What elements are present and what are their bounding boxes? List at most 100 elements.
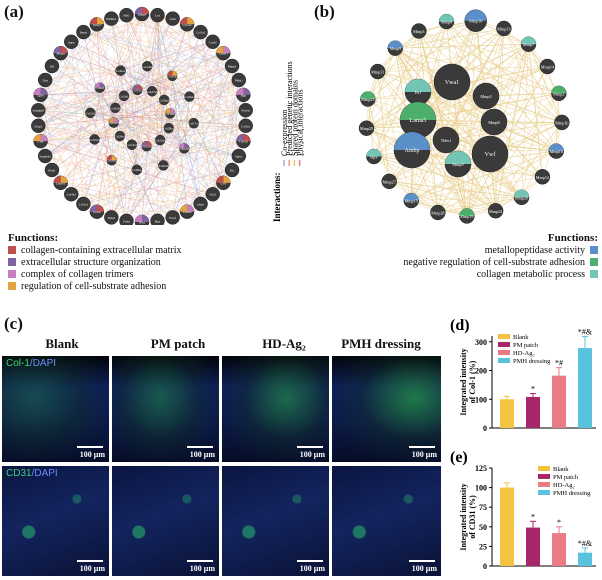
edge-a: [146, 79, 239, 147]
edge-a: [40, 14, 127, 96]
edge-a: [152, 79, 239, 92]
edge-a: [44, 79, 98, 212]
svg-text:Postn: Postn: [93, 210, 100, 214]
edge-a: [90, 112, 246, 127]
edge-a: [164, 79, 239, 101]
edge-a: [45, 79, 201, 205]
edge-a: [96, 24, 112, 218]
edge-a: [170, 65, 233, 114]
edge-a: [146, 24, 188, 147]
edge-b: [395, 28, 504, 49]
scale-bar-label: 100 μm: [411, 450, 437, 459]
edge-a: [163, 113, 171, 166]
significance-label: *#&: [578, 328, 593, 337]
edge-a: [137, 89, 190, 97]
edge-a: [38, 52, 224, 127]
edge-b: [466, 66, 548, 217]
function-swatch: [8, 258, 16, 266]
network-b-node: Mmp13: [496, 20, 512, 37]
network-a-center-node: Col23a1: [110, 102, 121, 114]
function-swatch: [8, 282, 16, 290]
edge-b: [377, 71, 487, 97]
edge-a: [119, 135, 233, 171]
edge-b: [528, 44, 563, 123]
edge-a: [45, 41, 213, 157]
edge-b: [395, 47, 543, 178]
edge-b: [367, 98, 557, 152]
network-b-node: Mmp24: [487, 203, 504, 219]
scale-bar-label: 100 μm: [299, 450, 325, 459]
edge-a: [113, 65, 233, 123]
network-a-node: Aspn: [64, 34, 79, 50]
edge-a: [163, 79, 239, 166]
edge-a: [212, 41, 240, 157]
edge-a: [40, 109, 246, 142]
edge-b: [389, 181, 496, 212]
svg-text:Serpinh1: Serpinh1: [39, 154, 51, 158]
svg-text:Mmp25: Mmp25: [360, 126, 373, 131]
network-a-center-node: Col25a1: [155, 134, 166, 146]
edge-a: [71, 24, 98, 195]
interaction-item: Shared protein domains: [290, 80, 299, 156]
edge-a: [38, 31, 201, 126]
edge-a: [40, 24, 188, 142]
edge-b: [411, 197, 522, 201]
edge-a: [151, 91, 194, 124]
edge-b: [389, 181, 468, 217]
edge-a: [83, 165, 164, 205]
scale-bar: [77, 560, 103, 562]
network-a-node: Plod1: [44, 162, 60, 178]
edge-a: [40, 24, 98, 142]
svg-text:Col12a1: Col12a1: [141, 145, 152, 149]
svg-text:Mmp8: Mmp8: [488, 120, 499, 125]
svg-text:Mmp7: Mmp7: [523, 42, 534, 47]
edge-a: [111, 95, 125, 161]
svg-text:Thbs1: Thbs1: [441, 138, 451, 143]
edge-a: [38, 110, 84, 205]
edge-a: [172, 24, 188, 76]
edge-a: [160, 109, 246, 141]
network-a-center-node: Col5a3: [85, 107, 96, 119]
svg-text:Lox: Lox: [155, 14, 161, 18]
network-a-node: Nid1: [119, 7, 134, 23]
edge-b: [493, 121, 522, 198]
edge-b: [418, 30, 468, 217]
edge-a: [137, 15, 158, 90]
edge-a: [83, 140, 244, 205]
stain-label: Col-1/DAPI: [6, 358, 57, 369]
edge-a: [60, 53, 95, 140]
edge-a: [172, 75, 246, 126]
network-a-center-node: Col22a1: [179, 143, 190, 154]
edge-a: [115, 66, 148, 109]
legend-swatch: [498, 358, 510, 363]
edge-b: [485, 95, 562, 123]
edge-a: [51, 15, 158, 171]
network-b-node: Mmp12: [534, 169, 551, 185]
function-b-item: collagen metabolic process: [360, 268, 598, 280]
edge-a: [172, 65, 233, 218]
edge-a: [119, 125, 246, 137]
edge-b: [367, 20, 476, 100]
edge-b: [366, 48, 396, 129]
edge-a: [212, 65, 233, 195]
edge-a: [157, 41, 213, 221]
edge-a: [51, 109, 246, 171]
edge-a: [146, 66, 169, 129]
network-a-center-node: Col19a1: [108, 117, 120, 128]
panel-b-letter: (b): [314, 2, 335, 21]
edge-a: [51, 139, 95, 171]
edge-a: [45, 70, 121, 81]
network-a-node: Col5a2: [236, 133, 251, 149]
edge-a: [157, 32, 201, 221]
edge-a: [71, 193, 201, 205]
edge-a: [45, 155, 213, 195]
edge-a: [60, 79, 239, 184]
edge-a: [90, 52, 224, 114]
legend-label: PMH dressing: [513, 358, 551, 365]
network-a-center-node: Col15a1: [132, 84, 143, 96]
col-head-blank: Blank: [45, 336, 79, 351]
edge-a: [40, 13, 143, 96]
chart-e: (e) Integrated intensityof CD31 (%) 0 25 50 7…: [450, 449, 596, 571]
edge-a: [157, 15, 169, 129]
edge-a: [186, 94, 244, 212]
